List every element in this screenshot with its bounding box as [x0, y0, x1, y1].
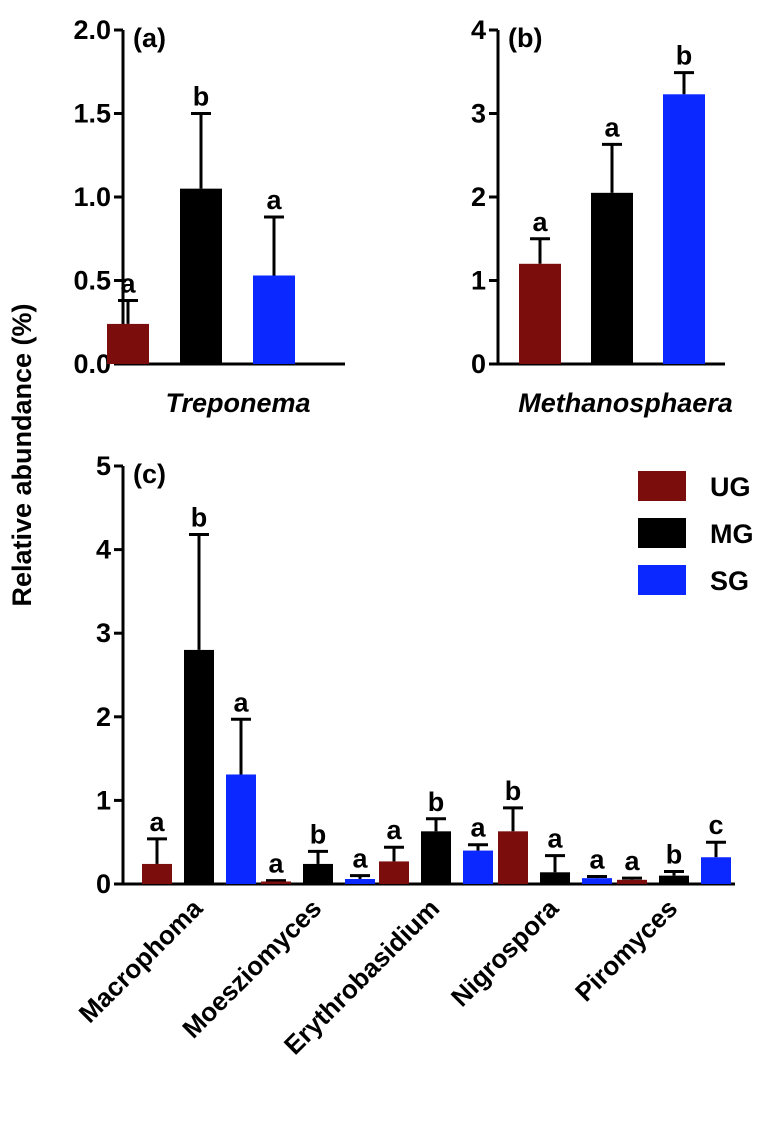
y-tick-label: 2 [471, 182, 486, 212]
y-axis-title: Relative abundance (%) [7, 303, 37, 606]
panel-label: (a) [133, 23, 166, 53]
significance-letter: b [191, 503, 208, 533]
significance-letter: b [193, 82, 210, 112]
y-tick-label: 0.5 [73, 266, 111, 296]
significance-letter: a [532, 207, 548, 237]
legend-swatch-mg [638, 518, 686, 548]
significance-letter: a [547, 824, 563, 854]
bar-mg [180, 188, 222, 364]
bar-sg-nigrospora [582, 878, 612, 884]
significance-letter: b [428, 787, 445, 817]
bar-mg-moesziomyces [303, 863, 333, 884]
panel-a: 0.0 0.5 1.0 1.5 2.0 (a) a b a Treponema [73, 15, 345, 418]
bar-sg [253, 275, 295, 364]
significance-letter: a [470, 813, 486, 843]
legend-label-ug: UG [710, 472, 751, 502]
significance-letter: a [352, 844, 368, 874]
significance-letter: b [676, 41, 693, 71]
significance-letter: a [149, 807, 165, 837]
significance-letter: b [310, 819, 327, 849]
legend-swatch-ug [638, 471, 686, 501]
bar-mg-nigrospora [540, 872, 570, 884]
y-tick-label: 2 [96, 702, 111, 732]
legend-label-sg: SG [710, 566, 749, 596]
significance-letter: a [386, 815, 402, 845]
significance-letter: a [604, 112, 620, 142]
bar-sg-macrophoma [226, 774, 256, 884]
significance-letter: b [666, 839, 683, 869]
significance-letter: a [266, 185, 282, 215]
bar-ug-moesziomyces [261, 881, 291, 884]
panel-label: (b) [508, 23, 542, 53]
bar-sg-erythrobasidium [463, 850, 493, 884]
significance-letter: a [120, 269, 136, 299]
legend: UG MG SG [638, 471, 754, 596]
bar-ug [519, 263, 561, 364]
panel-label: (c) [133, 459, 166, 489]
bar-sg [663, 94, 705, 365]
significance-letter: a [589, 844, 605, 874]
significance-letter: b [505, 776, 522, 806]
y-tick-label: 3 [96, 618, 111, 648]
y-tick-label: 0.0 [73, 349, 111, 379]
bar-sg-piromyces [701, 857, 731, 884]
bar-mg-erythrobasidium [421, 831, 451, 884]
category-label: Nigrospora [445, 893, 565, 1013]
bar-mg [591, 192, 633, 364]
y-tick-label: 4 [96, 535, 111, 565]
y-tick-label: 4 [471, 15, 486, 45]
x-axis-title: Treponema [165, 388, 310, 418]
bar-ug-nigrospora [498, 831, 528, 884]
y-tick-label: 3 [471, 99, 486, 129]
y-tick-label: 2.0 [73, 15, 111, 45]
y-tick-label: 5 [96, 451, 111, 481]
y-tick-label: 1 [96, 785, 111, 815]
bar-ug-macrophoma [142, 863, 172, 884]
x-axis-title: Methanosphaera [518, 388, 733, 418]
legend-swatch-sg [638, 565, 686, 595]
bar-ug-erythrobasidium [379, 861, 409, 884]
y-tick-label: 1.0 [73, 182, 111, 212]
bar-mg-macrophoma [184, 649, 214, 884]
bar-mg-piromyces [659, 875, 689, 884]
y-tick-label: 1.5 [73, 99, 111, 129]
legend-label-mg: MG [710, 519, 754, 549]
significance-letter: a [624, 846, 640, 876]
category-label: Piromyces [569, 893, 683, 1007]
panel-b: 0 1 2 3 4 (b) a a b Methanosphaera [471, 15, 733, 418]
y-tick-label: 0 [471, 349, 486, 379]
bar-ug [107, 323, 149, 364]
bar-ug-piromyces [617, 879, 647, 884]
significance-letter: a [233, 687, 249, 717]
y-tick-label: 1 [471, 266, 486, 296]
significance-letter: c [708, 810, 723, 840]
category-label: Macrophoma [73, 893, 209, 1029]
bar-sg-moesziomyces [345, 878, 375, 884]
y-tick-label: 0 [96, 869, 111, 899]
significance-letter: a [268, 849, 284, 879]
